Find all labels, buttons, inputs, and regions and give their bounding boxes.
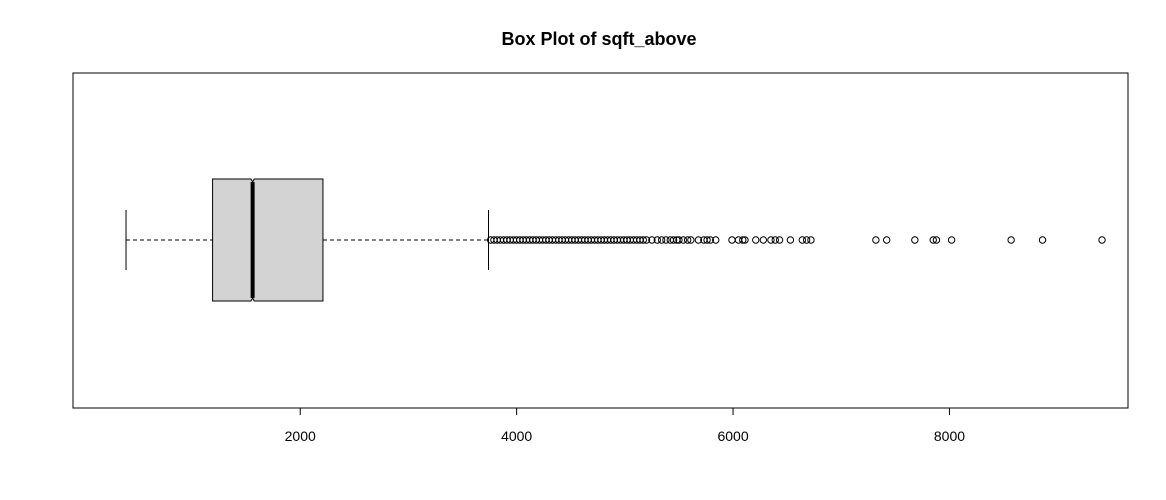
- x-tick-label-8000: 8000: [934, 428, 965, 444]
- outlier-point: [728, 236, 736, 244]
- outlier-point: [741, 236, 749, 244]
- outlier-point: [872, 236, 880, 244]
- outlier-points: [486, 236, 1106, 244]
- outlier-point: [712, 236, 720, 244]
- x-tick-label-6000: 6000: [717, 428, 748, 444]
- outlier-point: [883, 236, 891, 244]
- outlier-point: [929, 236, 937, 244]
- outlier-point: [683, 236, 692, 244]
- outlier-point: [1007, 236, 1015, 244]
- outlier-point: [694, 236, 703, 244]
- outlier-point: [739, 236, 747, 244]
- outlier-point: [639, 236, 647, 244]
- outlier-point: [703, 236, 711, 244]
- outlier-point: [771, 236, 779, 244]
- outlier-point: [775, 236, 784, 244]
- boxplot-marks: [125, 178, 490, 302]
- outlier-point: [679, 236, 687, 244]
- outlier-point: [752, 236, 760, 244]
- outlier-point: [1098, 236, 1106, 244]
- outlier-point: [675, 236, 683, 244]
- outlier-point: [947, 236, 956, 244]
- outlier-point: [802, 236, 811, 244]
- x-tick-label-2000: 2000: [285, 428, 316, 444]
- outlier-point: [662, 236, 670, 244]
- notched-box: [212, 178, 324, 302]
- outlier-point: [807, 236, 815, 244]
- chart-title: Box Plot of sqft_above: [501, 29, 696, 49]
- outlier-point: [642, 236, 651, 244]
- outlier-point: [1038, 236, 1047, 244]
- outlier-point: [653, 236, 662, 244]
- outlier-point: [767, 236, 775, 244]
- outlier-point: [706, 236, 715, 244]
- outlier-point: [786, 236, 795, 244]
- x-axis: 2000 4000 6000 8000: [285, 407, 965, 444]
- outlier-point: [648, 236, 656, 244]
- outlier-point: [759, 236, 768, 244]
- outlier-point: [657, 236, 666, 244]
- outlier-point: [798, 236, 807, 244]
- outlier-point: [669, 236, 678, 244]
- outlier-point: [687, 236, 695, 244]
- x-tick-label-4000: 4000: [501, 428, 532, 444]
- outlier-point: [932, 236, 941, 244]
- outlier-point: [911, 236, 919, 244]
